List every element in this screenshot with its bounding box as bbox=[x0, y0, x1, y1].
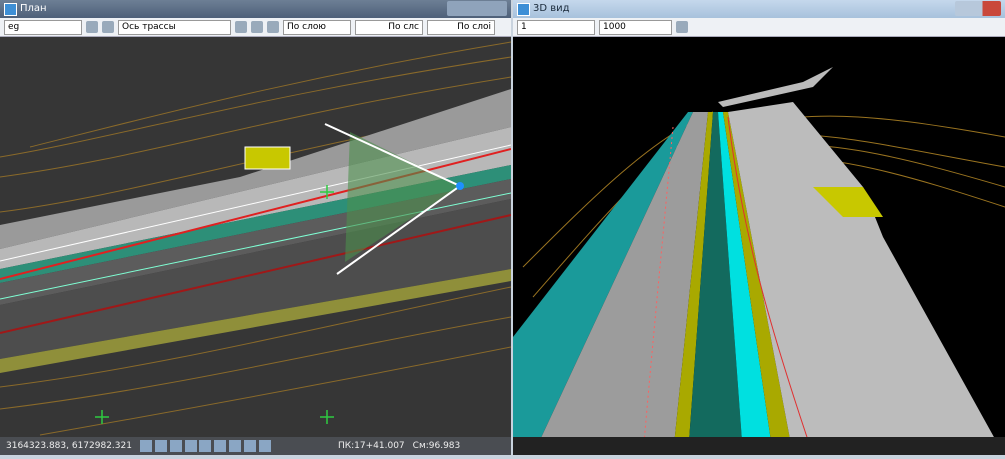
toolbar: eg Ось трассы По слою По слс По слоі bbox=[0, 18, 511, 37]
3d-canvas[interactable] bbox=[513, 37, 1005, 455]
coordinates: 3164323.883, 6172982.321 bbox=[6, 441, 132, 451]
status-bar: 3164323.883, 6172982.321 ПК:17+41.007 См… bbox=[0, 437, 511, 455]
toolbar: 1 1000 bbox=[513, 18, 1005, 37]
linetype-combo[interactable]: По слс bbox=[355, 19, 423, 35]
3d-window: 3D вид 1 1000 bbox=[513, 0, 1005, 455]
style-combo[interactable]: По слою bbox=[283, 19, 351, 35]
view-combo[interactable]: 1 bbox=[517, 19, 595, 35]
station: ПК:17+41.007 bbox=[337, 441, 405, 451]
scale-combo[interactable]: 1000 bbox=[599, 19, 672, 35]
window-title: План bbox=[20, 3, 47, 14]
object-combo[interactable]: Ось трассы bbox=[118, 19, 231, 35]
plan-window: План eg Ось трассы По слою По слс По сло… bbox=[0, 0, 511, 455]
title-bar: План bbox=[0, 0, 511, 18]
lineweight-combo[interactable]: По слоі bbox=[427, 19, 495, 35]
offset: См:96.983 bbox=[412, 441, 461, 451]
layer-combo[interactable]: eg bbox=[4, 19, 82, 35]
title-bar: 3D вид bbox=[513, 0, 1005, 18]
plan-canvas[interactable] bbox=[0, 37, 511, 437]
window-title: 3D вид bbox=[533, 3, 570, 14]
